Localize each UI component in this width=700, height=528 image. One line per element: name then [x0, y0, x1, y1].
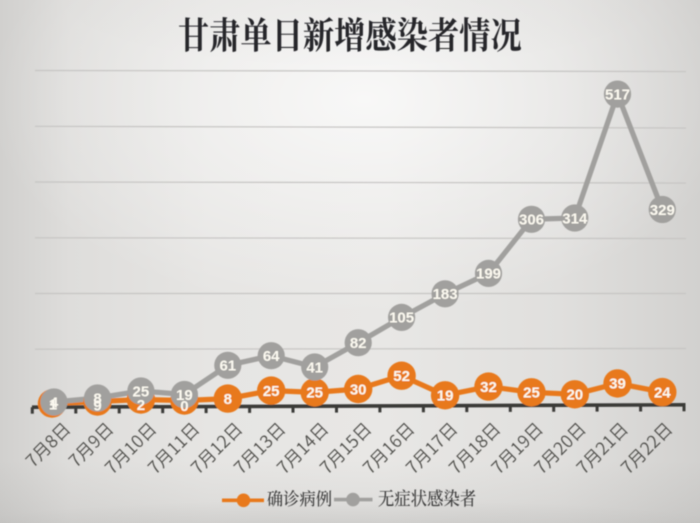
svg-text:41: 41 [306, 359, 323, 376]
svg-text:25: 25 [263, 383, 280, 400]
svg-text:314: 314 [562, 210, 588, 227]
svg-text:25: 25 [523, 385, 540, 402]
svg-text:20: 20 [566, 387, 583, 404]
svg-text:61: 61 [219, 358, 236, 375]
svg-text:25: 25 [306, 385, 323, 402]
svg-text:30: 30 [350, 381, 367, 398]
svg-text:0: 0 [180, 398, 188, 415]
svg-text:517: 517 [605, 86, 630, 103]
svg-text:199: 199 [476, 266, 501, 283]
svg-text:105: 105 [389, 310, 414, 327]
svg-text:8: 8 [93, 390, 101, 407]
svg-text:24: 24 [654, 384, 671, 401]
svg-text:19: 19 [437, 388, 454, 405]
svg-text:9: 9 [93, 397, 101, 414]
svg-text:64: 64 [263, 348, 280, 365]
svg-text:1: 1 [49, 397, 57, 414]
svg-text:329: 329 [650, 202, 675, 219]
svg-text:25: 25 [133, 383, 150, 400]
svg-text:19: 19 [176, 387, 193, 404]
svg-text:39: 39 [609, 376, 626, 393]
svg-text:8: 8 [224, 391, 232, 408]
svg-text:52: 52 [393, 368, 410, 385]
svg-text:306: 306 [519, 212, 544, 229]
svg-text:4: 4 [50, 394, 59, 411]
svg-text:32: 32 [480, 379, 497, 396]
svg-text:82: 82 [350, 335, 367, 352]
svg-text:2: 2 [137, 397, 145, 414]
svg-text:183: 183 [433, 286, 458, 303]
